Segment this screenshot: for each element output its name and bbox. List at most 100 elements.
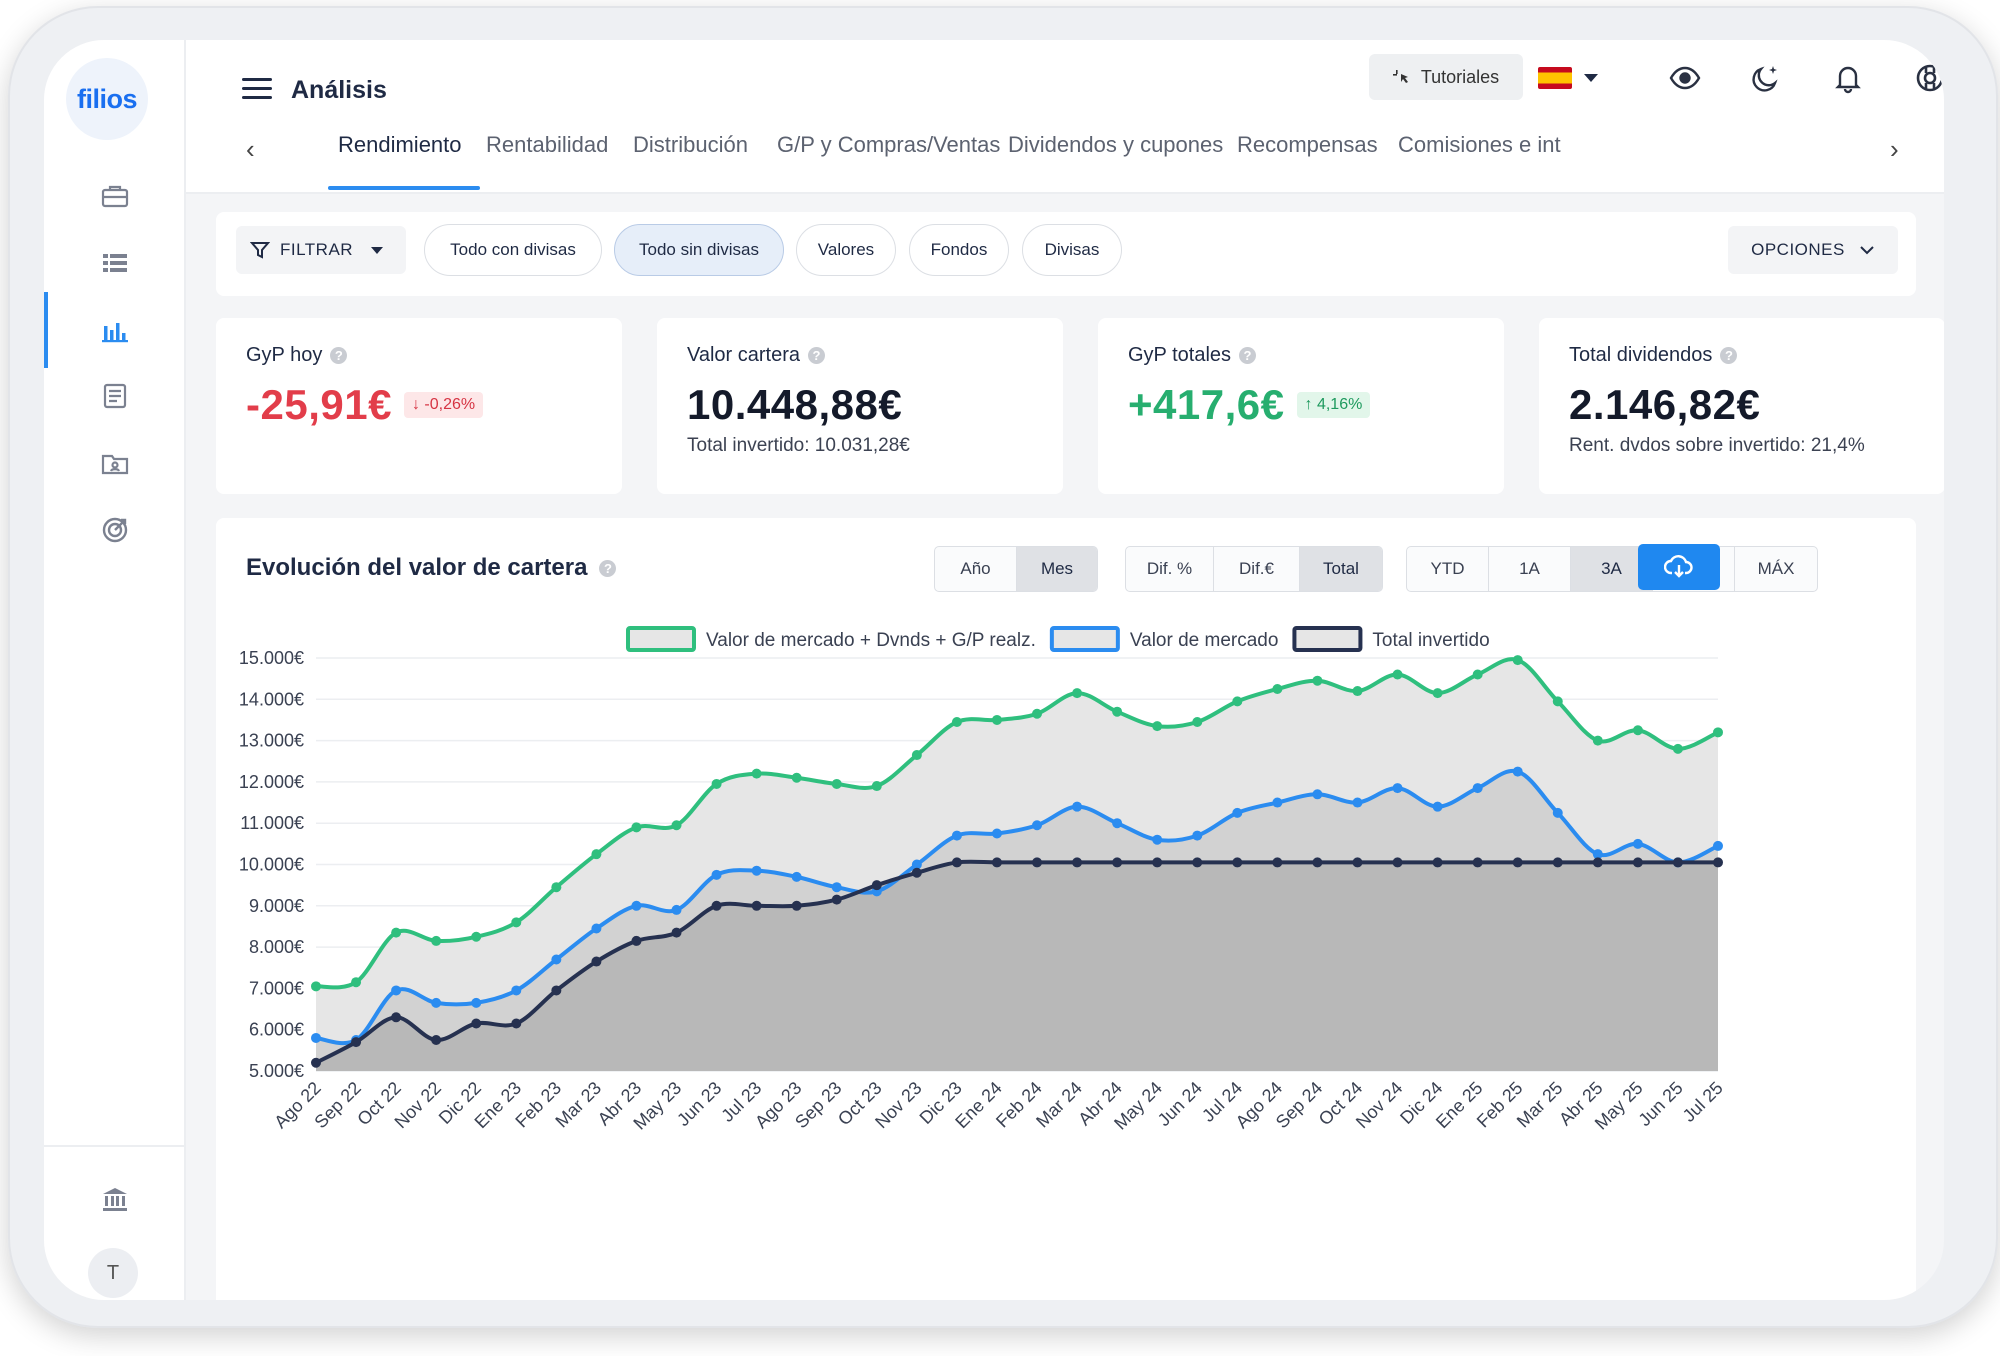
data-point xyxy=(1392,783,1403,794)
legend-label: Total invertido xyxy=(1372,630,1489,651)
data-point xyxy=(991,857,1002,868)
data-point xyxy=(1592,849,1603,860)
data-point xyxy=(471,931,482,942)
tab-distribucion[interactable]: Distribución xyxy=(633,132,748,157)
tab-comisiones[interactable]: Comisiones e int xyxy=(1398,132,1561,157)
sidebar-item-portfolio[interactable] xyxy=(44,158,186,234)
card-value: 2.146,82€ xyxy=(1569,381,1761,428)
toggle-dif-eur[interactable]: Dif.€ xyxy=(1214,547,1300,591)
data-point xyxy=(1032,820,1043,831)
data-point xyxy=(1272,797,1283,808)
data-point xyxy=(871,781,882,792)
chevron-down-icon xyxy=(371,246,384,254)
toggle-total[interactable]: Total xyxy=(1300,547,1382,591)
data-point xyxy=(991,714,1002,725)
range-1a[interactable]: 1A xyxy=(1489,547,1571,591)
card-label: GyP totales xyxy=(1128,344,1232,366)
toggle-month[interactable]: Mes xyxy=(1017,547,1097,591)
download-button[interactable] xyxy=(1638,544,1720,590)
chip-valores[interactable]: Valores xyxy=(796,224,896,276)
card-label: Total dividendos xyxy=(1569,344,1713,366)
data-point xyxy=(1552,696,1563,707)
tutorials-label: Tutoriales xyxy=(1420,66,1500,87)
tab-recompensas[interactable]: Recompensas xyxy=(1237,132,1378,157)
tutorials-button[interactable]: Tutoriales xyxy=(1369,54,1523,100)
sidebar-item-list[interactable] xyxy=(44,225,186,301)
filter-button[interactable]: FILTRAR xyxy=(236,226,406,274)
data-point xyxy=(431,935,442,946)
data-point xyxy=(551,954,562,965)
bell-icon[interactable] xyxy=(1828,58,1868,98)
data-point xyxy=(1512,766,1523,777)
data-point xyxy=(671,904,682,915)
menu-icon[interactable] xyxy=(242,78,272,104)
help-icon[interactable]: ? xyxy=(599,559,617,577)
data-point xyxy=(1112,857,1123,868)
data-point xyxy=(1352,686,1363,697)
options-label: OPCIONES xyxy=(1751,240,1845,259)
toggle-dif-pct[interactable]: Dif. % xyxy=(1126,547,1214,591)
dark-mode-icon[interactable] xyxy=(1746,58,1786,98)
chip-divisas[interactable]: Divisas xyxy=(1022,224,1122,276)
help-icon[interactable]: ? xyxy=(1720,347,1738,364)
card-sub: Rent. dvdos sobre invertido: 21,4% xyxy=(1569,435,1865,456)
tab-dividendos-cupones[interactable]: Dividendos y cupones xyxy=(1008,132,1224,157)
target-icon xyxy=(102,517,128,543)
data-point xyxy=(1352,857,1363,868)
sidebar-item-bank[interactable] xyxy=(44,1162,186,1238)
data-point xyxy=(431,1035,442,1046)
data-point xyxy=(511,985,522,996)
avatar[interactable]: T xyxy=(88,1248,138,1298)
card-value: +417,6€ xyxy=(1128,381,1285,428)
x-tick-label: Jun 23 xyxy=(673,1078,725,1130)
tab-scroll-left-icon[interactable]: ‹ xyxy=(246,134,255,164)
support-icon[interactable] xyxy=(1910,58,1944,98)
data-point xyxy=(751,768,762,779)
tab-rendimiento[interactable]: Rendimiento xyxy=(338,132,462,157)
card-sub: Total invertido: 10.031,28€ xyxy=(687,435,910,456)
card-total-dividendos: Total dividendos? 2.146,82€ Rent. dvdos … xyxy=(1539,318,1944,494)
help-icon[interactable]: ? xyxy=(1239,347,1257,364)
data-point xyxy=(1512,655,1523,666)
chevron-down-icon[interactable] xyxy=(1584,74,1598,82)
data-point xyxy=(591,923,602,934)
data-point xyxy=(871,880,882,891)
range-ytd[interactable]: YTD xyxy=(1407,547,1489,591)
spain-flag-icon[interactable] xyxy=(1538,67,1572,89)
range-max[interactable]: MÁX xyxy=(1757,559,1795,578)
data-point xyxy=(1592,857,1603,868)
sidebar-item-reports[interactable] xyxy=(44,358,186,434)
app-screen: filios T xyxy=(44,40,1944,1300)
series-area xyxy=(316,861,1718,1071)
x-tick-label: Jul 25 xyxy=(1679,1078,1727,1126)
filter-label: FILTRAR xyxy=(280,240,354,259)
y-tick-label: 13.000€ xyxy=(239,731,304,751)
data-point xyxy=(831,778,842,789)
eye-icon[interactable] xyxy=(1665,58,1705,98)
data-point xyxy=(1713,727,1723,738)
chip-todo-sin-divisas[interactable]: Todo sin divisas xyxy=(614,224,784,276)
sidebar-item-analysis[interactable] xyxy=(44,292,186,368)
chip-todo-con-divisas[interactable]: Todo con divisas xyxy=(424,224,602,276)
data-point xyxy=(591,956,602,967)
toggle-year[interactable]: Año xyxy=(935,547,1017,591)
filter-bar: FILTRAR Todo con divisas Todo sin divisa… xyxy=(216,212,1916,296)
logo[interactable]: filios xyxy=(66,58,148,140)
funnel-icon xyxy=(250,242,270,259)
tab-gp-compras-ventas[interactable]: G/P y Compras/Ventas xyxy=(777,132,1001,157)
chip-fondos[interactable]: Fondos xyxy=(909,224,1009,276)
sidebar-item-goals[interactable] xyxy=(44,492,186,568)
tab-rentabilidad[interactable]: Rentabilidad xyxy=(486,132,609,157)
help-icon[interactable]: ? xyxy=(330,347,348,364)
data-point xyxy=(951,857,962,868)
document-icon xyxy=(103,383,127,409)
options-button[interactable]: OPCIONES xyxy=(1728,226,1898,274)
sidebar-item-accounts[interactable] xyxy=(44,425,186,501)
help-icon[interactable]: ? xyxy=(808,347,826,364)
x-tick-label: Jun 24 xyxy=(1154,1078,1206,1130)
portfolio-evolution-chart[interactable]: 5.000€ 6.000€ 7.000€ 8.000€ 9.000€ 10.000€ 11.… xyxy=(216,618,1916,1300)
tab-scroll-right-icon[interactable]: › xyxy=(1890,134,1899,164)
y-tick-label: 6.000€ xyxy=(249,1020,304,1040)
data-point xyxy=(991,828,1002,839)
chart-area: 5.000€ 6.000€ 7.000€ 8.000€ 9.000€ 10.000€ 11.… xyxy=(216,618,1916,1300)
